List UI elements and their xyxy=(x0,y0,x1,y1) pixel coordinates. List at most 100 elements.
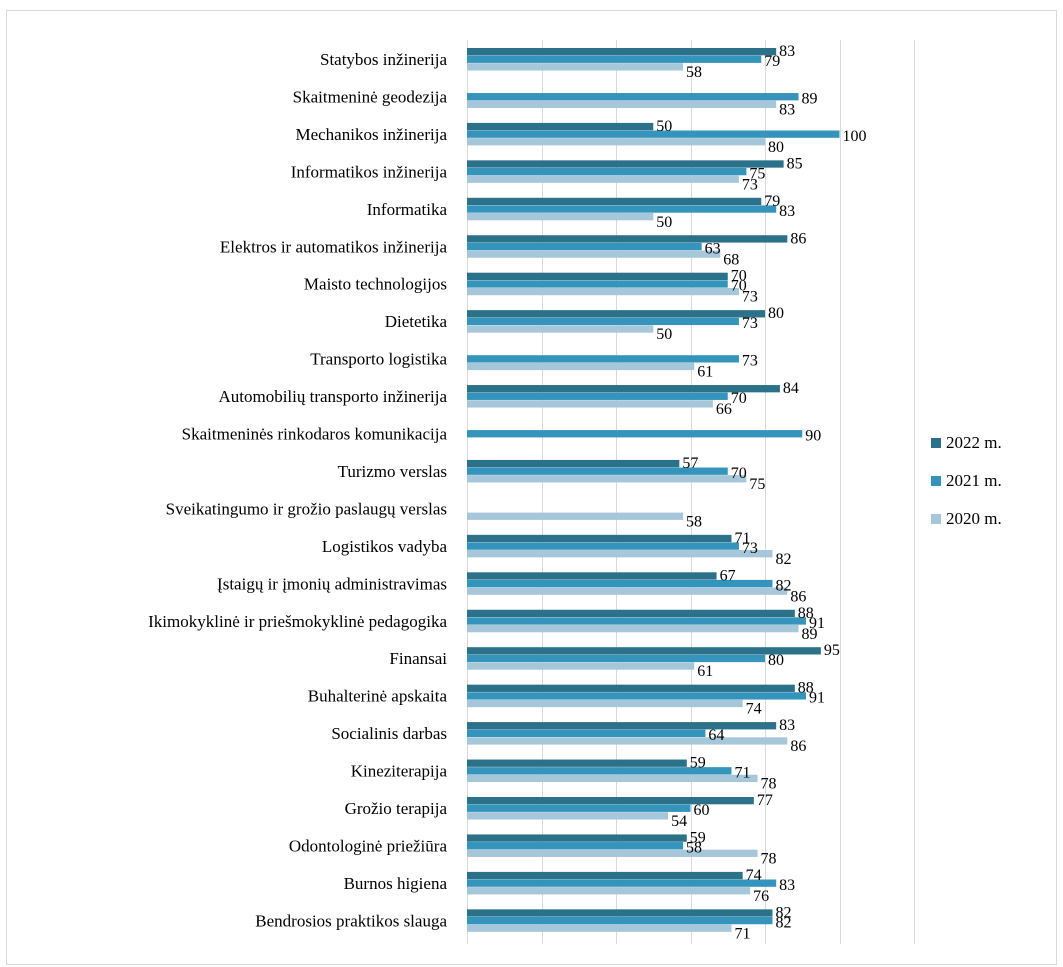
category-label: Finansai xyxy=(389,649,447,668)
bar xyxy=(467,430,803,438)
data-label: 86 xyxy=(790,738,806,755)
data-label: 70 xyxy=(731,268,747,285)
bar xyxy=(467,362,695,371)
category-label: Skaitmeninės rinkodaros komunikacija xyxy=(182,425,448,444)
bar xyxy=(467,587,788,595)
data-label: 77 xyxy=(757,792,773,809)
data-label: 83 xyxy=(779,717,795,734)
bar xyxy=(467,909,773,917)
data-label: 86 xyxy=(790,588,806,605)
category-label: Transporto logistika xyxy=(310,350,447,369)
bar xyxy=(467,767,732,775)
data-label: 80 xyxy=(768,652,784,669)
bar xyxy=(467,250,721,258)
category-label: Ikimokyklinė ir priešmokyklinė pedagogik… xyxy=(148,612,447,631)
category-label: Informatikos inžinerija xyxy=(291,162,448,181)
bar xyxy=(467,213,654,221)
data-label: 50 xyxy=(656,326,672,343)
data-label: 66 xyxy=(716,401,732,418)
data-label: 70 xyxy=(731,390,747,407)
bar xyxy=(467,692,806,700)
legend-swatch xyxy=(931,476,941,486)
category-label: Socialinis darbas xyxy=(331,724,447,743)
bar xyxy=(467,812,669,820)
category-label: Informatika xyxy=(367,200,448,219)
data-label: 71 xyxy=(734,530,750,547)
bars xyxy=(467,48,840,932)
bar xyxy=(467,272,728,280)
bar xyxy=(467,579,773,588)
data-label: 75 xyxy=(749,476,765,493)
bar xyxy=(467,197,762,206)
bar xyxy=(467,916,773,925)
data-label: 68 xyxy=(723,251,739,268)
data-label: 91 xyxy=(809,690,825,707)
bar xyxy=(467,317,739,326)
bar xyxy=(467,849,758,857)
data-label: 64 xyxy=(708,727,724,744)
bar xyxy=(467,699,743,708)
bar xyxy=(467,609,795,618)
category-label: Mechanikos inžinerija xyxy=(295,125,447,144)
data-label: 78 xyxy=(761,850,777,867)
category-label: Skaitmeninė geodezija xyxy=(293,87,448,106)
data-label: 89 xyxy=(802,90,818,107)
bar xyxy=(467,534,732,543)
category-label: Turizmo verslas xyxy=(338,462,447,481)
data-label: 75 xyxy=(749,165,765,182)
bar xyxy=(467,122,654,131)
data-label: 63 xyxy=(705,240,721,257)
bar xyxy=(467,737,788,745)
bar xyxy=(467,459,680,468)
data-label: 79 xyxy=(764,193,780,210)
data-label: 85 xyxy=(787,155,803,172)
data-label: 74 xyxy=(746,867,762,884)
data-label: 89 xyxy=(802,626,818,643)
bar xyxy=(467,235,788,243)
bar xyxy=(467,774,758,783)
data-label: 58 xyxy=(686,839,702,856)
data-label: 59 xyxy=(690,829,706,846)
data-label: 59 xyxy=(690,755,706,772)
bar xyxy=(467,130,840,138)
data-label: 67 xyxy=(720,567,736,584)
legend-swatch xyxy=(931,438,941,448)
category-label: Dietetika xyxy=(385,312,448,331)
data-label: 82 xyxy=(775,904,791,921)
bar xyxy=(467,160,784,168)
bar xyxy=(467,879,777,887)
bar xyxy=(467,48,777,56)
data-label: 83 xyxy=(779,203,795,220)
bar xyxy=(467,797,754,805)
data-label: 79 xyxy=(764,53,780,70)
bar xyxy=(467,550,773,558)
data-label: 88 xyxy=(798,605,814,622)
data-label: 76 xyxy=(753,888,769,905)
bar xyxy=(467,624,799,633)
data-label: 54 xyxy=(671,813,687,830)
bar xyxy=(467,871,743,880)
data-label: 84 xyxy=(783,380,799,397)
bar xyxy=(467,392,728,400)
data-label: 80 xyxy=(768,139,784,156)
bar xyxy=(467,55,762,63)
data-label: 90 xyxy=(805,428,821,445)
legend-label: 2020 m. xyxy=(946,509,1002,528)
data-label: 60 xyxy=(694,802,710,819)
category-label: Logistikos vadyba xyxy=(322,537,448,556)
bar xyxy=(467,287,739,296)
category-label: Automobilių transporto inžinerija xyxy=(218,387,447,406)
data-label: 61 xyxy=(697,364,713,381)
data-label: 95 xyxy=(824,642,840,659)
bar xyxy=(467,924,732,932)
category-label: Statybos inžinerija xyxy=(320,50,447,69)
bar xyxy=(467,475,747,483)
bar xyxy=(467,400,713,408)
category-label: Maisto technologijos xyxy=(304,275,447,294)
category-label: Grožio terapija xyxy=(345,799,448,818)
bar xyxy=(467,842,684,850)
data-label: 71 xyxy=(734,765,750,782)
category-label: Kineziterapija xyxy=(351,762,448,781)
legend-label: 2021 m. xyxy=(946,471,1002,490)
